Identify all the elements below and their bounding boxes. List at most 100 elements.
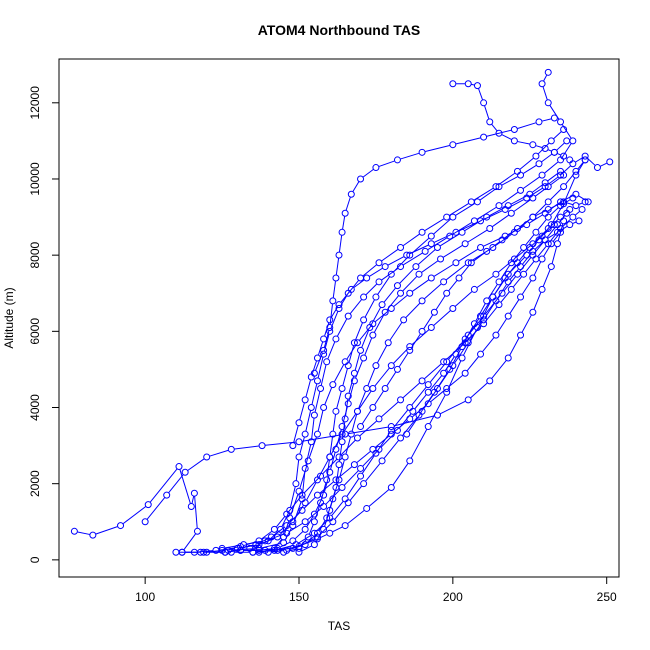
series-line-segment (359, 325, 372, 341)
series-line-segment (471, 83, 475, 86)
series-line-segment (544, 226, 553, 235)
data-point (495, 202, 503, 210)
data-point (550, 221, 558, 229)
data-point (326, 316, 334, 324)
data-point (400, 316, 408, 324)
series-line-segment (435, 295, 446, 310)
series-line-segment (374, 390, 384, 406)
series-line-segment (329, 437, 333, 454)
series-line-segment (317, 410, 324, 432)
data-point (566, 205, 574, 213)
data-point (313, 491, 321, 499)
data-point (397, 289, 405, 297)
data-point (357, 274, 365, 282)
data-point (553, 228, 561, 236)
data-point (517, 186, 525, 194)
series-line-segment (476, 275, 494, 288)
data-point (563, 137, 571, 145)
series-line-segment (553, 131, 562, 140)
series-line-segment (544, 161, 559, 174)
data-point (578, 205, 586, 213)
series-line-segment (548, 149, 552, 152)
y-tick-label: 2000 (28, 470, 42, 497)
series-line-segment (362, 451, 378, 467)
series-line-segment (503, 276, 516, 291)
data-point (486, 377, 494, 385)
series-line-segment (542, 118, 552, 122)
data-point (403, 251, 411, 259)
data-point (427, 240, 435, 248)
data-point (338, 423, 346, 431)
series-line-segment (324, 387, 333, 405)
series-9 (280, 137, 571, 556)
series-15 (141, 217, 568, 526)
data-point (317, 384, 325, 392)
data-point (538, 285, 546, 293)
data-point (341, 495, 349, 503)
data-point (452, 259, 460, 267)
data-point (369, 331, 377, 339)
series-line-segment (460, 265, 470, 276)
data-point (190, 548, 198, 556)
data-point (480, 316, 488, 324)
series-line-segment (288, 497, 301, 512)
data-point (424, 381, 432, 389)
data-point (375, 259, 383, 267)
data-point (181, 468, 189, 476)
series-line-segment (402, 233, 420, 247)
series-line-segment (340, 291, 350, 303)
series-line-segment (587, 158, 596, 166)
series-line-segment (398, 352, 409, 367)
series-line-segment (349, 299, 362, 314)
data-point (372, 293, 380, 301)
series-line-segment (494, 280, 504, 295)
series-line-segment (560, 225, 568, 231)
series-line-segment (393, 348, 408, 364)
data-point (320, 404, 328, 412)
data-point (203, 453, 211, 461)
data-point (313, 377, 321, 385)
data-point (295, 453, 303, 461)
series-line-segment (522, 176, 540, 189)
series-line-segment (433, 264, 454, 277)
series-line-segment (273, 527, 285, 536)
series-line-segment (318, 520, 326, 531)
data-point (338, 384, 346, 392)
data-point (507, 285, 515, 293)
series-line-segment (392, 463, 409, 486)
data-point (326, 453, 334, 461)
series-line-segment (294, 505, 304, 520)
series-line-segment (399, 268, 414, 284)
data-point (529, 141, 537, 149)
series-line-segment (507, 199, 525, 209)
series-line-segment (276, 516, 286, 528)
data-point (393, 365, 401, 373)
series-line-segment (304, 497, 316, 509)
data-point (569, 194, 577, 202)
series-line-segment (329, 304, 333, 325)
series-line-segment (537, 219, 547, 231)
y-tick-label: 4000 (28, 394, 42, 421)
series-line-segment (365, 283, 378, 296)
data-point (283, 529, 291, 537)
series-line-segment (429, 394, 446, 424)
series-line-segment (309, 524, 314, 535)
series-line-segment (421, 260, 439, 273)
series-line-segment (409, 244, 429, 255)
data-point (369, 404, 377, 412)
data-point (529, 240, 537, 248)
series-line-segment (380, 432, 396, 448)
y-axis-label: Altitude (m) (2, 287, 16, 348)
series-line-segment (338, 444, 343, 462)
series-line-segment (479, 188, 497, 201)
data-point (449, 80, 457, 88)
series-line-segment (377, 432, 390, 451)
data-point (335, 251, 343, 259)
series-line-segment (265, 441, 296, 446)
series-line-segment (77, 531, 90, 535)
series-line-segment (423, 314, 434, 329)
data-point (547, 263, 555, 271)
series-line-segment (246, 540, 262, 545)
series-line-segment (352, 181, 360, 192)
data-point (517, 263, 525, 271)
